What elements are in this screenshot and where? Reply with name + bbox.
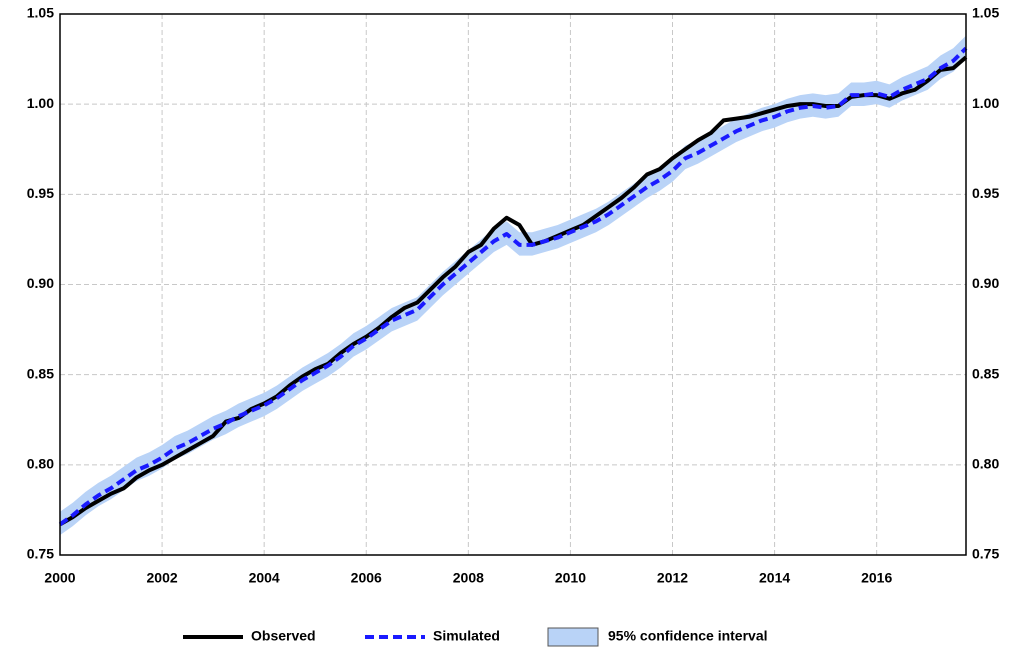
y-tick-label: 0.85: [27, 365, 54, 381]
x-tick-label: 2006: [351, 570, 382, 586]
series-line: [58, 46, 968, 526]
legend-label: Observed: [251, 628, 316, 644]
y2-tick-label: 0.80: [972, 456, 999, 472]
x-tick-label: 2010: [555, 570, 586, 586]
x-tick-label: 2002: [147, 570, 178, 586]
confidence-band: [60, 35, 966, 536]
series-line: [59, 55, 968, 527]
y2-tick-label: 0.75: [972, 546, 999, 562]
legend-swatch: [547, 627, 599, 647]
x-tick-label: 2016: [861, 570, 892, 586]
y2-tick-label: 0.85: [972, 365, 999, 381]
y-tick-label: 0.90: [27, 275, 54, 291]
x-tick-label: 2004: [249, 570, 280, 586]
y2-tick-label: 0.90: [972, 275, 999, 291]
y2-tick-label: 0.95: [972, 185, 999, 201]
y-tick-label: 0.80: [27, 456, 54, 472]
legend-label: Simulated: [433, 628, 500, 644]
x-tick-label: 2000: [44, 570, 75, 586]
x-tick-label: 2014: [759, 570, 790, 586]
y2-tick-label: 1.05: [972, 5, 999, 21]
x-tick-label: 2012: [657, 570, 688, 586]
legend-label: 95% confidence interval: [608, 628, 768, 644]
y-tick-label: 1.05: [27, 5, 54, 21]
y2-tick-label: 1.00: [972, 95, 999, 111]
y-tick-label: 0.95: [27, 185, 54, 201]
plot-frame: [59, 13, 967, 556]
y-tick-label: 0.75: [27, 546, 54, 562]
x-tick-label: 2008: [453, 570, 484, 586]
y-tick-label: 1.00: [27, 95, 54, 111]
